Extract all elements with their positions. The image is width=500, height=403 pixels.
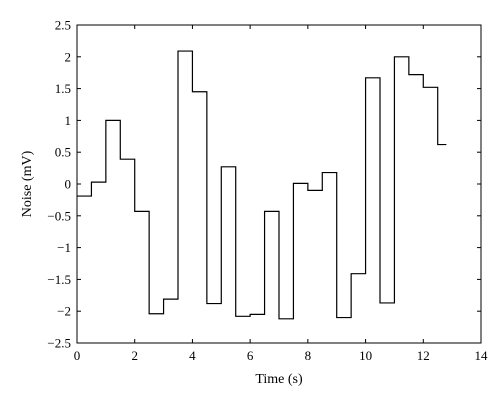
tick-labels: 0 2 4 6 8 10 12 14 −2.5 −2 −1.5 −1 −0.5 0 0.5 1 1.5 2 2.5 (47, 18, 488, 364)
ticks (76, 24, 482, 344)
y-tick-label: 0.5 (55, 145, 71, 160)
x-tick-label: 0 (74, 348, 81, 363)
y-tick-label: −2.5 (47, 336, 71, 351)
x-tick-label: 10 (359, 348, 372, 363)
x-tick-label: 2 (131, 348, 138, 363)
y-tick-label: −1 (57, 240, 71, 255)
y-tick-label: 1.5 (55, 81, 71, 96)
series (77, 50, 447, 320)
y-tick-label: −1.5 (47, 272, 71, 287)
noise-step-line (77, 50, 447, 320)
y-tick-label: 1 (65, 113, 72, 128)
axes-frame (76, 24, 482, 344)
x-tick-label: 4 (189, 348, 196, 363)
y-tick-label: 2.5 (55, 18, 71, 33)
y-axis-label: Noise (mV) (20, 150, 35, 217)
y-tick-label: 0 (65, 177, 72, 192)
y-tick-label: −2 (57, 304, 71, 319)
x-tick-label: 12 (417, 348, 430, 363)
y-tick-label: −0.5 (47, 208, 71, 223)
x-axis-label: Time (s) (255, 372, 303, 387)
x-tick-label: 6 (247, 348, 254, 363)
x-tick-label: 8 (305, 348, 312, 363)
y-tick-label: 2 (65, 49, 72, 64)
x-tick-label: 14 (475, 348, 489, 363)
